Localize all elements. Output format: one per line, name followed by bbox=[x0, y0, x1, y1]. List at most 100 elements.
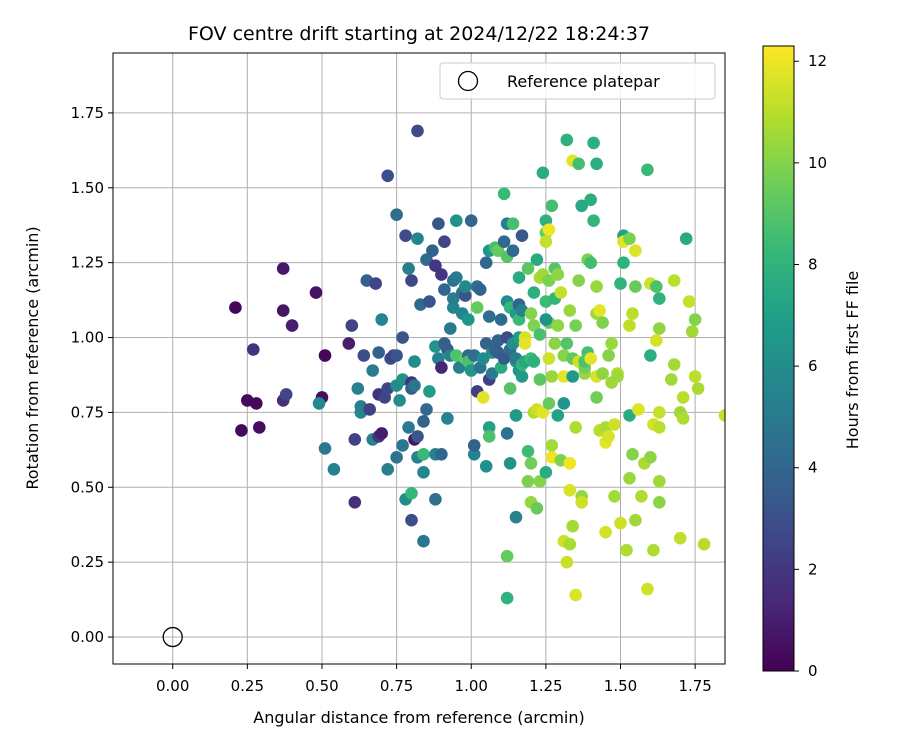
scatter-point bbox=[653, 292, 666, 305]
scatter-point bbox=[590, 391, 603, 404]
scatter-point bbox=[491, 244, 505, 257]
scatter-point bbox=[590, 280, 603, 293]
scatter-point bbox=[563, 304, 577, 317]
scatter-point bbox=[548, 337, 562, 350]
x-tick-label: 1.25 bbox=[529, 677, 562, 695]
scatter-point bbox=[608, 418, 621, 431]
scatter-point bbox=[653, 421, 666, 434]
scatter-point bbox=[482, 430, 496, 443]
scatter-point bbox=[623, 409, 636, 422]
scatter-point bbox=[348, 433, 362, 446]
scatter-point bbox=[542, 223, 556, 236]
colorbar-tick-label: 10 bbox=[808, 154, 827, 172]
scatter-point bbox=[426, 244, 439, 257]
scatter-point bbox=[569, 319, 582, 332]
scatter-point bbox=[312, 397, 326, 410]
scatter-point bbox=[644, 349, 657, 362]
scatter-point bbox=[653, 496, 666, 509]
scatter-point bbox=[515, 370, 529, 383]
scatter-point bbox=[629, 280, 642, 293]
colorbar-tick-label: 4 bbox=[808, 459, 818, 477]
scatter-point bbox=[396, 331, 409, 344]
y-tick-label: 1.25 bbox=[71, 254, 104, 272]
y-tick-label: 1.00 bbox=[71, 329, 104, 347]
scatter-point bbox=[393, 394, 406, 407]
scatter-point bbox=[527, 286, 541, 299]
scatter-point bbox=[566, 370, 579, 383]
legend-reference-marker bbox=[457, 70, 479, 92]
x-tick-label: 1.50 bbox=[604, 677, 637, 695]
scatter-point bbox=[279, 388, 293, 401]
scatter-point bbox=[521, 475, 535, 488]
scatter-point bbox=[423, 385, 436, 398]
scatter-point bbox=[679, 232, 693, 245]
scatter-point bbox=[235, 424, 248, 437]
x-axis-label: Angular distance from reference (arcmin) bbox=[253, 708, 584, 727]
scatter-point bbox=[479, 337, 493, 350]
scatter-point bbox=[357, 349, 371, 362]
scatter-point bbox=[676, 391, 690, 404]
scatter-point bbox=[620, 543, 633, 557]
scatter-point bbox=[685, 325, 699, 338]
scatter-point bbox=[626, 448, 639, 461]
legend: Reference platepar bbox=[439, 62, 716, 100]
scatter-point bbox=[411, 232, 424, 245]
scatter-point bbox=[396, 439, 409, 452]
scatter-point bbox=[691, 382, 705, 395]
scatter-point bbox=[309, 286, 323, 299]
scatter-point bbox=[617, 256, 630, 270]
y-tick-label: 1.50 bbox=[71, 179, 104, 197]
scatter-point bbox=[512, 271, 526, 284]
scatter-point bbox=[584, 193, 597, 207]
scatter-point bbox=[497, 187, 511, 201]
scatter-point bbox=[432, 217, 445, 230]
scatter-point bbox=[423, 295, 436, 308]
x-tick-label: 0.75 bbox=[380, 677, 413, 695]
scatter-point bbox=[515, 229, 529, 242]
scatter-point bbox=[476, 352, 490, 365]
scatter-point bbox=[551, 319, 565, 332]
scatter-point bbox=[593, 304, 606, 317]
x-tick-label: 0.25 bbox=[231, 677, 264, 695]
scatter-point bbox=[667, 358, 681, 371]
scatter-point bbox=[276, 304, 290, 317]
y-tick-label: 0.25 bbox=[71, 553, 104, 571]
scatter-point bbox=[375, 427, 389, 440]
scatter-point bbox=[551, 409, 565, 422]
scatter-point bbox=[629, 513, 642, 527]
scatter-point bbox=[417, 415, 430, 428]
colorbar: 0 2 4 6 8 10 12 Hours from first FF file bbox=[762, 45, 862, 680]
scatter-point bbox=[405, 513, 418, 527]
scatter-point bbox=[479, 256, 493, 270]
scatter-point bbox=[587, 136, 600, 150]
scatter-points bbox=[229, 124, 725, 605]
scatter-point bbox=[473, 283, 487, 296]
colorbar-tick-label: 12 bbox=[808, 52, 827, 70]
scatter-point bbox=[584, 352, 597, 365]
plot-frame bbox=[112, 52, 726, 665]
colorbar-label: Hours from first FF file bbox=[843, 271, 862, 450]
scatter-point bbox=[572, 157, 585, 171]
scatter-point bbox=[575, 199, 588, 213]
scatter-point bbox=[450, 271, 463, 284]
scatter-point bbox=[503, 457, 517, 470]
scatter-point bbox=[450, 214, 463, 227]
scatter-point bbox=[447, 292, 460, 305]
scatter-point bbox=[435, 268, 448, 281]
scatter-point bbox=[530, 253, 544, 266]
scatter-point bbox=[718, 409, 725, 422]
chart-title: FOV centre drift starting at 2024/12/22 … bbox=[188, 23, 650, 45]
colorbar-tick-label: 8 bbox=[808, 255, 818, 273]
scatter-point bbox=[405, 487, 418, 500]
scatter-point bbox=[605, 337, 618, 350]
colorbar-ticks: 0 2 4 6 8 10 12 bbox=[794, 52, 827, 680]
scatter-point bbox=[545, 199, 559, 213]
scatter-point bbox=[444, 322, 457, 335]
scatter-point bbox=[575, 496, 588, 509]
scatter-point bbox=[635, 490, 648, 503]
scatter-point bbox=[614, 516, 627, 530]
scatter-point bbox=[229, 301, 242, 314]
scatter-point bbox=[644, 451, 657, 464]
scatter-point bbox=[500, 427, 514, 440]
scatter-point bbox=[641, 163, 654, 177]
